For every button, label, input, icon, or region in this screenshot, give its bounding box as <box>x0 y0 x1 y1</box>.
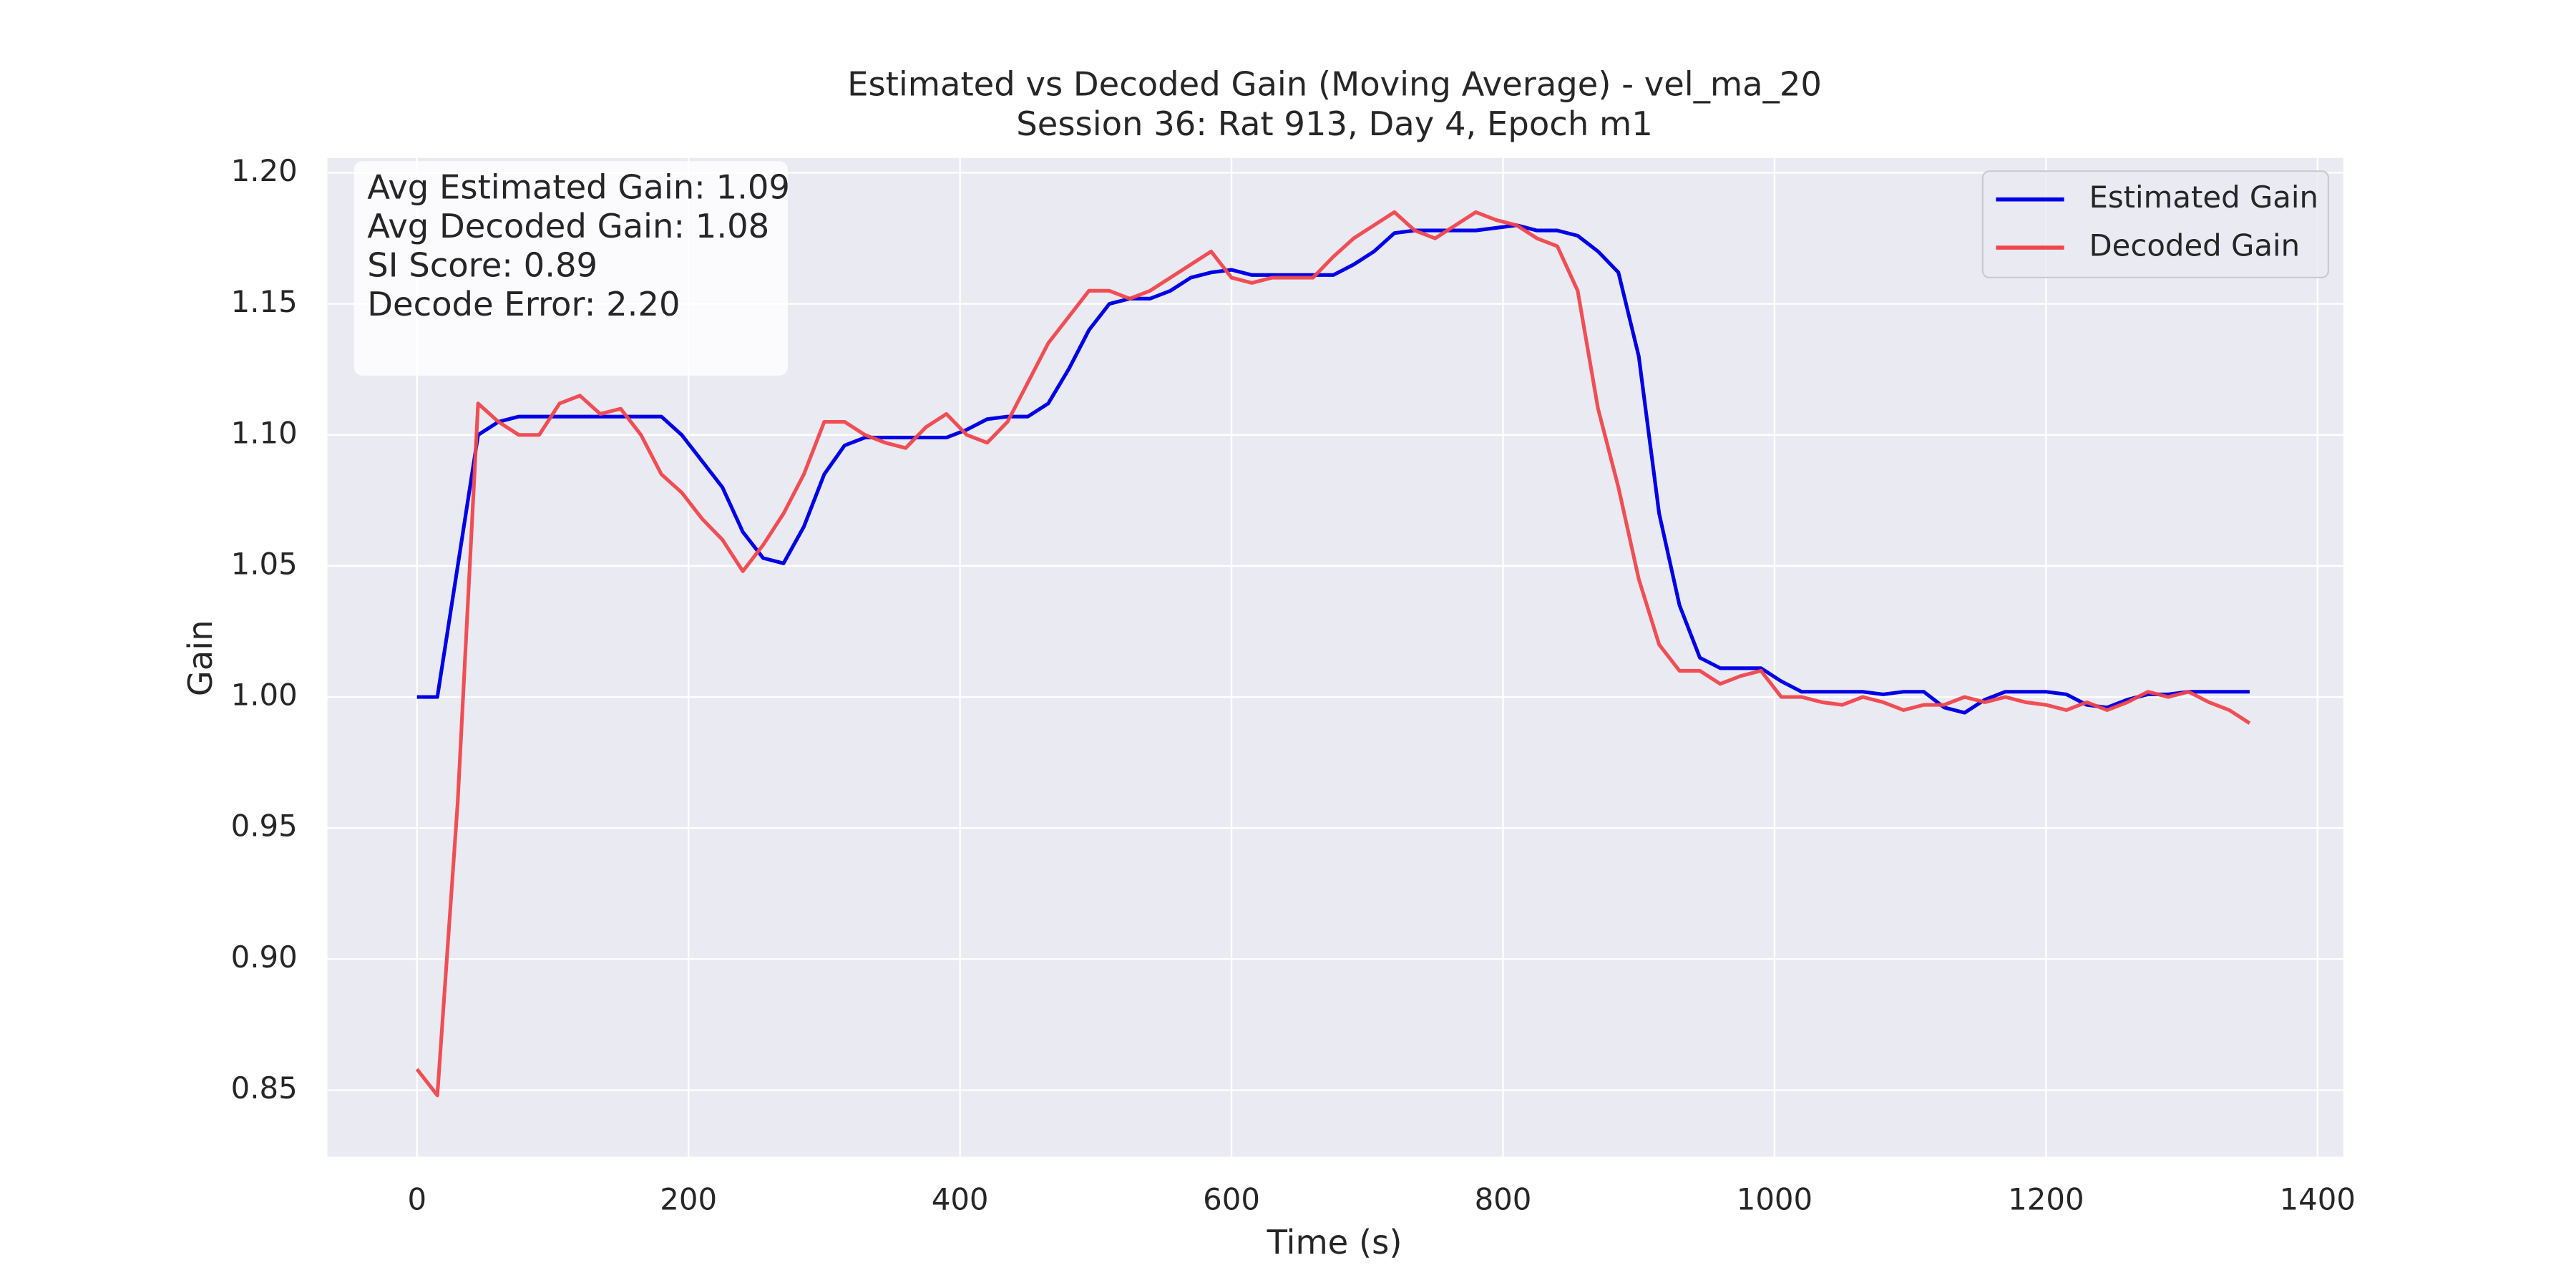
line-series <box>416 223 2250 715</box>
legend-entries: Estimated Gain Decoded Gain <box>1996 180 2318 263</box>
y-axis-label: Gain <box>181 620 220 696</box>
y-tick-label: 0.85 <box>231 1070 298 1106</box>
x-tick-label: 1200 <box>2008 1182 2084 1217</box>
x-axis-label: Time (s) <box>1267 1223 1402 1262</box>
chart-subtitle: Session 36: Rat 913, Day 4, Epoch m1 <box>1016 104 1653 143</box>
stats-line: Decode Error: 2.20 <box>367 285 680 323</box>
y-tick-label: 1.10 <box>231 415 298 450</box>
stats-box <box>353 161 788 376</box>
stats-line: Avg Estimated Gain: 1.09 <box>367 167 790 206</box>
y-tick-label: 1.05 <box>231 546 298 581</box>
chart-title: Estimated vs Decoded Gain (Moving Averag… <box>847 64 1822 103</box>
x-tick-label: 600 <box>1203 1182 1260 1217</box>
legend-label: Decoded Gain <box>2089 228 2300 263</box>
legend <box>1981 170 2330 279</box>
x-tick-label: 1000 <box>1737 1182 1813 1217</box>
x-tick-label: 1400 <box>2280 1182 2356 1217</box>
x-tick-label: 800 <box>1475 1182 1532 1217</box>
legend-label: Estimated Gain <box>2089 180 2318 215</box>
stats-line: Avg Decoded Gain: 1.08 <box>367 207 769 245</box>
x-tick-label: 0 <box>407 1182 426 1217</box>
y-tick-label: 1.00 <box>231 678 298 713</box>
y-tick-label: 0.95 <box>231 809 298 844</box>
x-tick-label: 400 <box>932 1182 989 1217</box>
lines <box>415 210 2251 1098</box>
x-tick-label: 200 <box>660 1182 717 1217</box>
y-tick-label: 1.15 <box>231 284 298 319</box>
y-tick-label: 0.90 <box>231 940 298 975</box>
y-tick-label: 1.20 <box>231 153 298 188</box>
stats-line: SI Score: 0.89 <box>367 245 597 284</box>
line-series <box>415 210 2251 1098</box>
